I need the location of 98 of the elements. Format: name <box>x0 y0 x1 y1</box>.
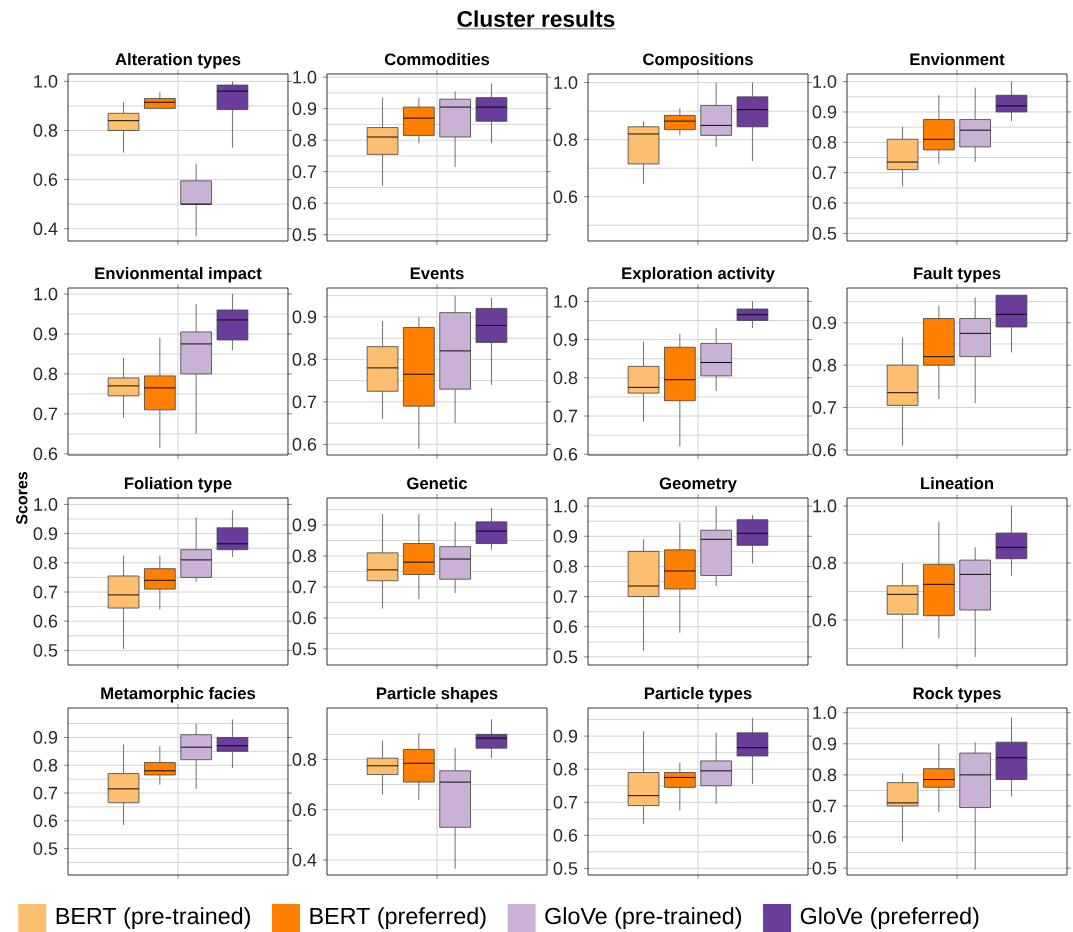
y-tick-label: 0.5 <box>553 650 578 664</box>
y-tick-label: 0.6 <box>33 814 58 828</box>
y-tick-label: 0.9 <box>553 529 578 543</box>
y-tick-label: 0.6 <box>812 443 837 457</box>
y-tick-label: 0.6 <box>33 614 58 628</box>
chart-title: Envionmental impact <box>95 266 262 283</box>
legend-label: GloVe (pre-trained) <box>545 907 742 929</box>
y-tick-label: 0.6 <box>292 611 317 625</box>
y-tick-label: 0.8 <box>553 371 578 385</box>
text: Cluster results <box>457 10 615 27</box>
y-tick-label: 0.6 <box>292 438 317 451</box>
y-tick-label: 0.8 <box>812 135 837 149</box>
y-tick-label: 0.8 <box>812 556 837 570</box>
chart-title: Lineation <box>921 476 994 490</box>
y-tick-label: 0.6 <box>553 620 578 634</box>
y-tick-label: 0.7 <box>553 590 578 603</box>
chart-title: Genetic <box>407 476 468 490</box>
y-tick-label: 0.9 <box>812 737 837 751</box>
y-tick-label: 0.6 <box>33 447 58 461</box>
y-tick-label: 0.6 <box>553 447 578 461</box>
y-tick-label: 0.8 <box>33 124 58 137</box>
y-tick-label: 0.5 <box>33 644 58 657</box>
y-tick-label: 0.5 <box>812 861 837 875</box>
chart-title: Events <box>410 267 464 280</box>
y-tick-label: 0.8 <box>812 358 837 372</box>
chart-title: Particle types <box>644 686 752 703</box>
y-tick-label: 0.6 <box>812 196 837 210</box>
y-tick-label: 0.9 <box>33 527 58 540</box>
y-tick-label: 0.8 <box>812 768 837 782</box>
y-tick-label: 0.6 <box>553 828 578 842</box>
y-tick-label: 0.7 <box>553 795 578 809</box>
y-tick-label: 0.9 <box>33 327 58 341</box>
y-tick-label: 0.6 <box>292 196 317 210</box>
y-tick-label: 1.0 <box>34 75 58 88</box>
y-tick-label: 0.7 <box>292 165 317 179</box>
y-tick-label: 0.5 <box>553 862 578 875</box>
y-tick-label: 0.7 <box>33 407 58 421</box>
chart-title: Fault types <box>914 266 1001 283</box>
chart-title: Metamorphic facies <box>101 686 256 703</box>
y-tick-label: 0.6 <box>553 190 578 204</box>
y-tick-label: 0.8 <box>553 133 578 147</box>
y-tick-label: 0.7 <box>292 395 317 409</box>
y-tick-label: 0.9 <box>553 729 578 743</box>
y-tick-label: 0.8 <box>553 560 578 573</box>
y-tick-label: 0.7 <box>553 409 578 423</box>
y-tick-label: 0.8 <box>292 753 317 766</box>
y-tick-label: 0.6 <box>812 613 837 627</box>
y-tick-label: 1.0 <box>554 295 578 308</box>
y-tick-label: 0.7 <box>33 786 58 800</box>
chart-title: Commodities <box>384 52 490 66</box>
y-tick-label: 0.7 <box>292 580 317 594</box>
chart-title: Geometry <box>659 477 737 493</box>
y-tick-label: 0.8 <box>553 762 578 776</box>
y-tick-label: 1.0 <box>813 75 837 88</box>
y-tick-label: 0.9 <box>292 102 317 116</box>
y-tick-label: 0.8 <box>292 353 317 366</box>
chart-title: Exploration activity <box>622 266 775 283</box>
y-tick-label: 0.9 <box>812 105 837 119</box>
y-tick-label: 0.9 <box>292 310 317 324</box>
y-tick-label: 0.4 <box>292 853 317 867</box>
y-tick-label: 0.8 <box>33 367 58 381</box>
y-axis-title: Scores <box>16 471 28 525</box>
y-tick-label: 0.6 <box>33 173 58 186</box>
y-tick-label: 0.9 <box>553 333 578 346</box>
y-tick-label: 1.0 <box>34 498 58 511</box>
y-tick-label: 0.7 <box>812 401 837 414</box>
y-tick-label: 0.6 <box>812 830 837 844</box>
y-tick-label: 0.8 <box>33 758 58 772</box>
y-tick-label: 0.7 <box>812 166 837 180</box>
y-tick-label: 0.5 <box>812 227 837 240</box>
y-tick-label: 0.6 <box>292 803 317 817</box>
y-tick-label: 1.0 <box>554 76 578 89</box>
y-tick-label: 1.0 <box>813 499 837 513</box>
chart-title: Envionment <box>910 52 1005 66</box>
y-tick-label: 0.7 <box>812 799 837 813</box>
legend-label: GloVe (preferred) <box>800 907 979 929</box>
y-tick-label: 0.8 <box>292 549 317 563</box>
y-tick-label: 1.0 <box>34 287 58 301</box>
y-tick-label: 0.5 <box>292 642 317 656</box>
y-tick-label: 1.0 <box>293 70 317 84</box>
legend-label: BERT (pre-trained) <box>56 907 250 929</box>
y-tick-label: 0.8 <box>33 556 58 570</box>
y-tick-label: 0.9 <box>292 518 317 532</box>
y-tick-label: 0.5 <box>292 228 317 242</box>
legend-label: BERT (preferred) <box>310 907 486 929</box>
y-tick-label: 0.4 <box>33 222 58 236</box>
y-tick-label: 1.0 <box>554 499 578 513</box>
y-tick-label: 0.7 <box>33 585 58 599</box>
y-tick-label: 0.9 <box>33 731 58 744</box>
y-tick-label: 0.8 <box>292 133 317 147</box>
chart-title: Rock types <box>913 686 1001 703</box>
chart-title: Particle shapes <box>376 686 498 703</box>
y-tick-label: 1.0 <box>813 706 837 720</box>
chart-title: Compositions <box>643 52 753 69</box>
y-tick-label: 0.9 <box>812 316 837 330</box>
chart-title: Foliation type <box>124 476 232 493</box>
y-tick-label: 0.5 <box>33 842 58 855</box>
chart-title: Alteration types <box>115 52 241 69</box>
